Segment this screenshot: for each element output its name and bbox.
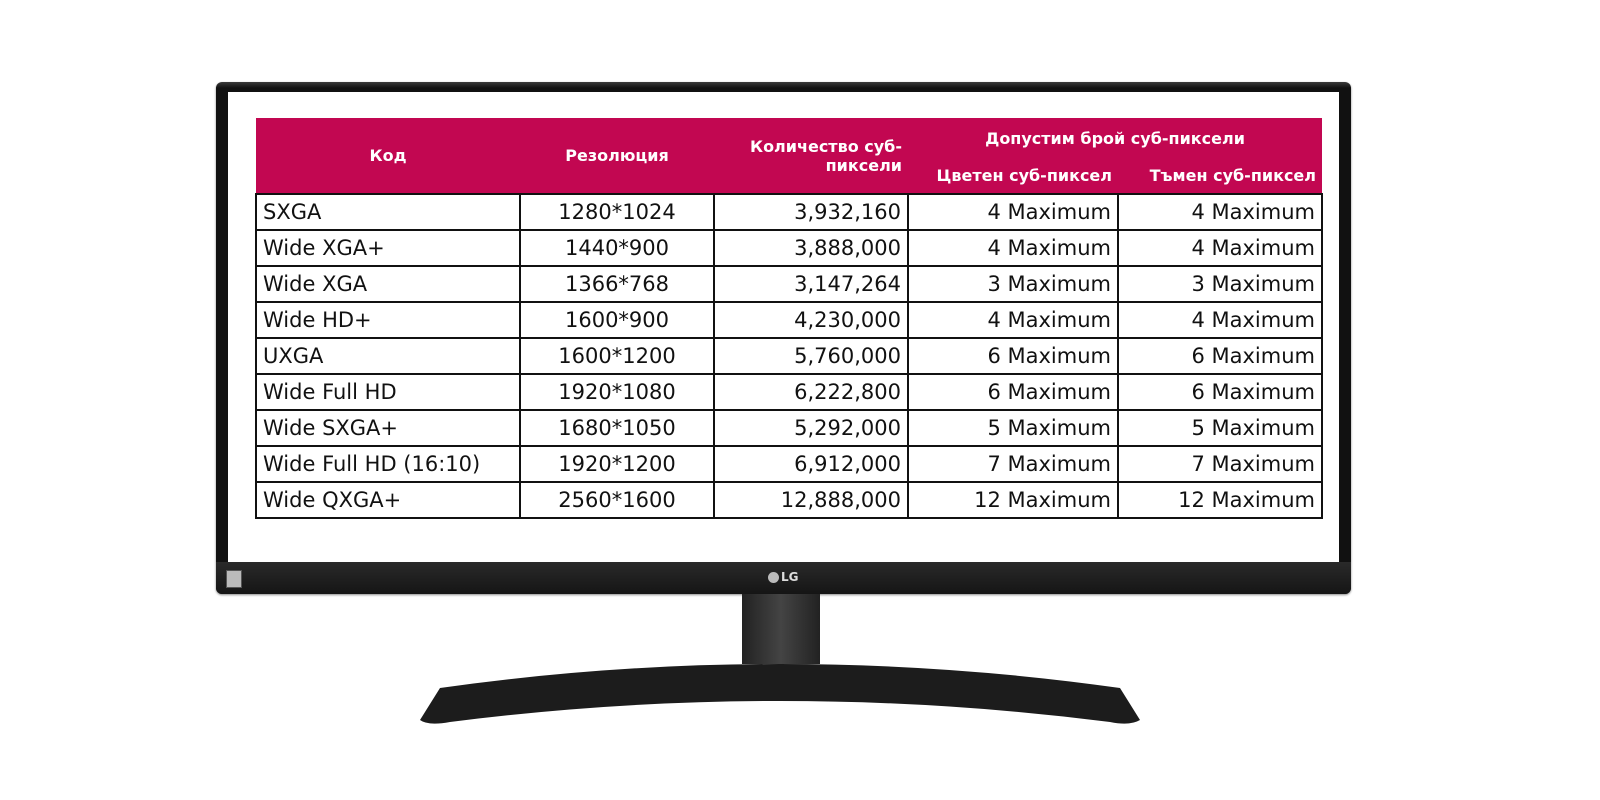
cell-resolution: 1440*900 xyxy=(519,229,715,267)
monitor: Код Резолюция Количество суб-пиксели Доп… xyxy=(216,82,1351,594)
table-row: Wide HD+ 1600*900 4,230,000 4 Maximum 4 Maxi… xyxy=(255,301,1323,339)
cell-resolution: 1680*1050 xyxy=(519,409,715,447)
cell-bright: 7 Maximum xyxy=(907,445,1119,483)
cell-count: 3,147,264 xyxy=(713,265,909,303)
cell-bright: 6 Maximum xyxy=(907,337,1119,375)
cell-resolution: 1600*1200 xyxy=(519,337,715,375)
cell-dark: 7 Maximum xyxy=(1117,445,1323,483)
cell-resolution: 1280*1024 xyxy=(519,193,715,231)
cell-dark: 3 Maximum xyxy=(1117,265,1323,303)
lg-logo: LG xyxy=(768,570,799,584)
header-resolution: Резолюция xyxy=(520,118,714,194)
header-dark: Тъмен суб-пиксел xyxy=(1118,158,1322,194)
cell-bright: 12 Maximum xyxy=(907,481,1119,519)
stand-base-shape xyxy=(420,664,1140,724)
cell-resolution: 1600*900 xyxy=(519,301,715,339)
cell-bright: 5 Maximum xyxy=(907,409,1119,447)
cell-bright: 3 Maximum xyxy=(907,265,1119,303)
cell-bright: 6 Maximum xyxy=(907,373,1119,411)
cell-count: 5,760,000 xyxy=(713,337,909,375)
cell-bright: 4 Maximum xyxy=(907,193,1119,231)
cell-code: Wide XGA xyxy=(255,265,521,303)
header-count: Количество суб-пиксели xyxy=(714,118,908,194)
cell-code: Wide QXGA+ xyxy=(255,481,521,519)
cell-resolution: 2560*1600 xyxy=(519,481,715,519)
cell-count: 4,230,000 xyxy=(713,301,909,339)
cell-count: 6,222,800 xyxy=(713,373,909,411)
cell-code: Wide Full HD xyxy=(255,373,521,411)
cell-dark: 4 Maximum xyxy=(1117,301,1323,339)
cell-count: 3,932,160 xyxy=(713,193,909,231)
cell-count: 5,292,000 xyxy=(713,409,909,447)
table-row: Wide Full HD (16:10) 1920*1200 6,912,000 7 … xyxy=(255,445,1323,483)
cell-code: SXGA xyxy=(255,193,521,231)
cell-count: 6,912,000 xyxy=(713,445,909,483)
monitor-chin: LG xyxy=(216,562,1351,594)
table-row: Wide SXGA+ 1680*1050 5,292,000 5 Maximum 5 M… xyxy=(255,409,1323,447)
cell-resolution: 1920*1080 xyxy=(519,373,715,411)
monitor-stand-neck xyxy=(742,594,820,664)
table-row: SXGA 1280*1024 3,932,160 4 Maximum 4 Maximum xyxy=(255,193,1323,231)
cell-count: 3,888,000 xyxy=(713,229,909,267)
header-code: Код xyxy=(256,118,520,194)
cell-count: 12,888,000 xyxy=(713,481,909,519)
lg-logo-icon xyxy=(768,571,779,583)
header-allowed: Допустим брой суб-пиксели xyxy=(908,118,1322,158)
table-row: Wide Full HD 1920*1080 6,222,800 6 Maximum 6… xyxy=(255,373,1323,411)
table-row: Wide XGA+ 1440*900 3,888,000 4 Maximum 4 Max… xyxy=(255,229,1323,267)
cell-dark: 6 Maximum xyxy=(1117,373,1323,411)
subpixel-table: Код Резолюция Количество суб-пиксели Доп… xyxy=(255,118,1323,519)
cell-resolution: 1366*768 xyxy=(519,265,715,303)
cell-code: Wide HD+ xyxy=(255,301,521,339)
energy-star-icon xyxy=(226,570,242,588)
cell-code: Wide Full HD (16:10) xyxy=(255,445,521,483)
cell-dark: 12 Maximum xyxy=(1117,481,1323,519)
cell-code: Wide XGA+ xyxy=(255,229,521,267)
header-bright: Цветен суб-пиксел xyxy=(908,158,1118,194)
table-row: Wide QXGA+ 2560*1600 12,888,000 12 Maximum 1… xyxy=(255,481,1323,519)
cell-code: UXGA xyxy=(255,337,521,375)
cell-dark: 4 Maximum xyxy=(1117,193,1323,231)
cell-bright: 4 Maximum xyxy=(907,301,1119,339)
cell-bright: 4 Maximum xyxy=(907,229,1119,267)
monitor-screen: Код Резолюция Количество суб-пиксели Доп… xyxy=(228,92,1339,562)
cell-resolution: 1920*1200 xyxy=(519,445,715,483)
cell-dark: 4 Maximum xyxy=(1117,229,1323,267)
table-row: UXGA 1600*1200 5,760,000 6 Maximum 6 Maximum xyxy=(255,337,1323,375)
cell-dark: 6 Maximum xyxy=(1117,337,1323,375)
cell-dark: 5 Maximum xyxy=(1117,409,1323,447)
lg-logo-text: LG xyxy=(781,570,799,584)
cell-code: Wide SXGA+ xyxy=(255,409,521,447)
table-row: Wide XGA 1366*768 3,147,264 3 Maximum 3 Maxi… xyxy=(255,265,1323,303)
